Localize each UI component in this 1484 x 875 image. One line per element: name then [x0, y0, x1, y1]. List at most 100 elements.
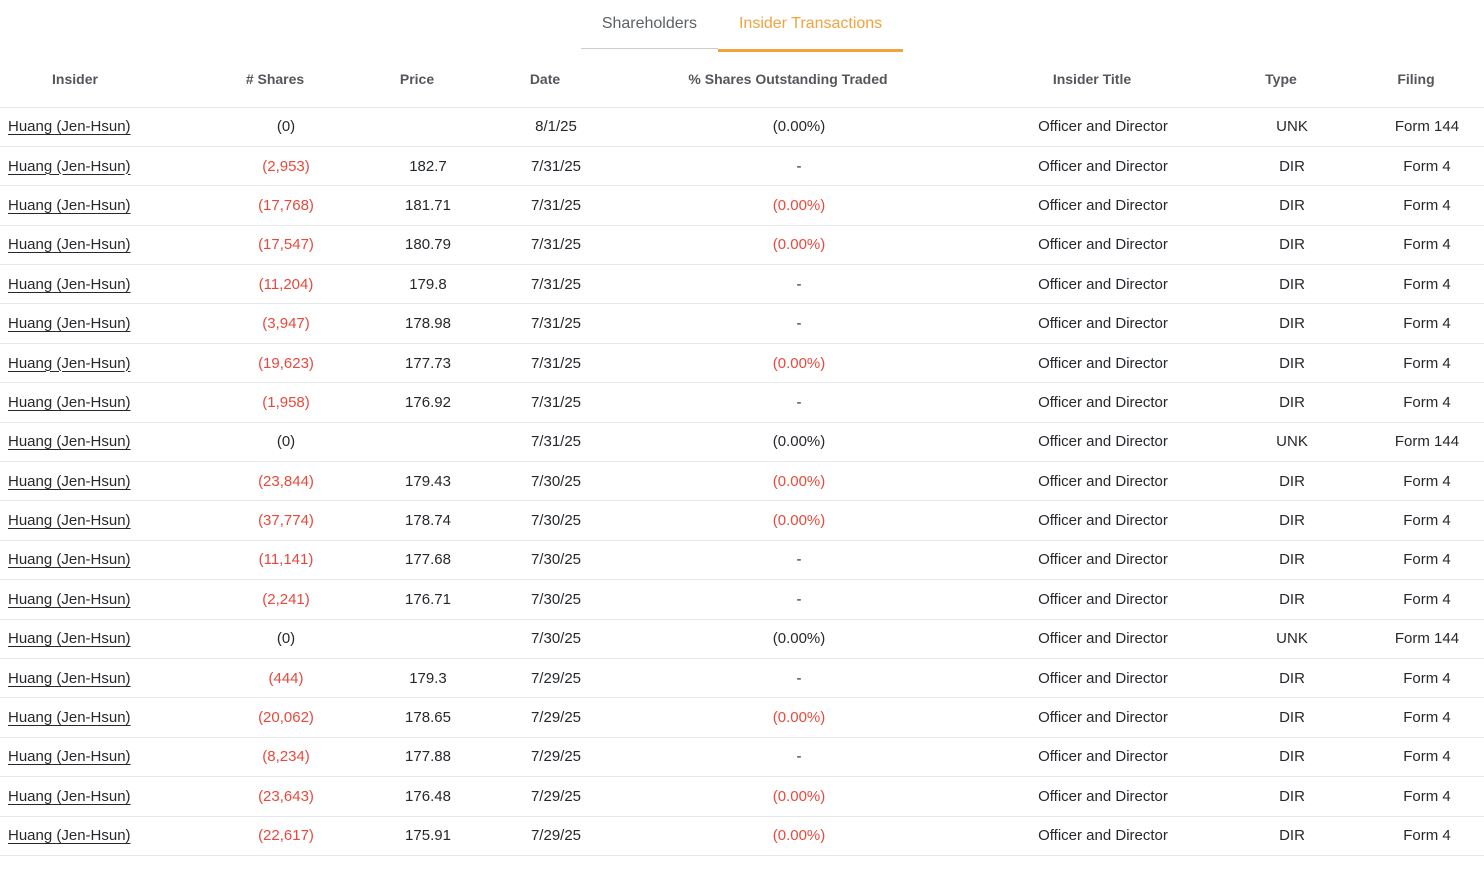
tab-insider-transactions[interactable]: Insider Transactions	[717, 0, 904, 52]
date-cell: 7/31/25	[506, 422, 606, 463]
insider-link[interactable]: Huang (Jen-Hsun)	[8, 433, 131, 451]
shares-cell: (2,241)	[222, 579, 350, 620]
price-cell: 178.65	[350, 697, 506, 738]
price-cell: 178.98	[350, 303, 506, 344]
shares-cell: (0)	[222, 619, 350, 659]
table-body: Huang (Jen-Hsun) (0) 8/1/25 (0.00%) Offi…	[0, 107, 1484, 856]
pct-shares-outstanding-traded-cell: -	[606, 382, 992, 423]
insider-link[interactable]: Huang (Jen-Hsun)	[8, 630, 131, 648]
price-cell: 182.7	[350, 146, 506, 187]
type-cell: DIR	[1214, 500, 1370, 541]
insider-title-cell: Officer and Director	[992, 461, 1214, 502]
pct-shares-outstanding-traded-cell: (0.00%)	[606, 422, 992, 463]
insider-title-cell: Officer and Director	[992, 619, 1214, 659]
pct-shares-outstanding-traded-cell: (0.00%)	[606, 619, 992, 659]
table-row: Huang (Jen-Hsun) (3,947) 178.98 7/31/25 …	[0, 303, 1484, 344]
insider-link[interactable]: Huang (Jen-Hsun)	[8, 551, 131, 569]
type-cell: DIR	[1214, 185, 1370, 226]
insider-link[interactable]: Huang (Jen-Hsun)	[8, 590, 131, 608]
table-row: Huang (Jen-Hsun) (17,768) 181.71 7/31/25…	[0, 185, 1484, 226]
insider-title-cell: Officer and Director	[992, 540, 1214, 581]
insider-title-cell: Officer and Director	[992, 382, 1214, 423]
pct-shares-outstanding-traded-cell: (0.00%)	[606, 343, 992, 384]
insider-title-cell: Officer and Director	[992, 776, 1214, 817]
shares-cell: (17,547)	[222, 225, 350, 266]
insider-link[interactable]: Huang (Jen-Hsun)	[8, 354, 131, 372]
insider-link[interactable]: Huang (Jen-Hsun)	[8, 827, 131, 845]
insider-cell: Huang (Jen-Hsun)	[0, 146, 222, 187]
table-row: Huang (Jen-Hsun) (23,844) 179.43 7/30/25…	[0, 461, 1484, 502]
pct-shares-outstanding-traded-cell: (0.00%)	[606, 697, 992, 738]
insider-link[interactable]: Huang (Jen-Hsun)	[8, 275, 131, 293]
date-cell: 7/31/25	[506, 146, 606, 187]
shares-cell: (23,643)	[222, 776, 350, 817]
insider-link[interactable]: Huang (Jen-Hsun)	[8, 512, 131, 530]
shares-cell: (0)	[222, 422, 350, 463]
filing-cell: Form 4	[1370, 658, 1484, 699]
table-row: Huang (Jen-Hsun) (0) 7/31/25 (0.00%) Off…	[0, 422, 1484, 463]
filing-cell: Form 4	[1370, 264, 1484, 305]
price-cell: 176.92	[350, 382, 506, 423]
insider-link[interactable]: Huang (Jen-Hsun)	[8, 393, 131, 411]
price-cell: 176.71	[350, 579, 506, 620]
shares-cell: (0)	[222, 107, 350, 147]
pct-shares-outstanding-traded-cell: (0.00%)	[606, 185, 992, 226]
column-header-date: Date	[506, 52, 606, 108]
insider-cell: Huang (Jen-Hsun)	[0, 579, 222, 620]
shares-cell: (8,234)	[222, 737, 350, 778]
insider-link[interactable]: Huang (Jen-Hsun)	[8, 472, 131, 490]
price-cell: 177.88	[350, 737, 506, 778]
filing-cell: Form 4	[1370, 540, 1484, 581]
date-cell: 7/30/25	[506, 619, 606, 659]
price-cell	[350, 619, 506, 659]
insider-title-cell: Officer and Director	[992, 422, 1214, 463]
type-cell: DIR	[1214, 776, 1370, 817]
tab-shareholders[interactable]: Shareholders	[581, 0, 718, 52]
filing-cell: Form 4	[1370, 816, 1484, 856]
date-cell: 7/30/25	[506, 540, 606, 581]
filing-cell: Form 4	[1370, 737, 1484, 778]
insider-title-cell: Officer and Director	[992, 658, 1214, 699]
shares-cell: (37,774)	[222, 500, 350, 541]
date-cell: 7/29/25	[506, 776, 606, 817]
filing-cell: Form 144	[1370, 107, 1484, 147]
insider-title-cell: Officer and Director	[992, 146, 1214, 187]
pct-shares-outstanding-traded-cell: -	[606, 579, 992, 620]
type-cell: UNK	[1214, 619, 1370, 659]
shares-cell: (20,062)	[222, 697, 350, 738]
insider-cell: Huang (Jen-Hsun)	[0, 776, 222, 817]
type-cell: DIR	[1214, 737, 1370, 778]
filing-cell: Form 144	[1370, 619, 1484, 659]
table-row: Huang (Jen-Hsun) (19,623) 177.73 7/31/25…	[0, 343, 1484, 384]
insider-cell: Huang (Jen-Hsun)	[0, 107, 222, 147]
insider-link[interactable]: Huang (Jen-Hsun)	[8, 787, 131, 805]
insider-link[interactable]: Huang (Jen-Hsun)	[8, 236, 131, 254]
table-row: Huang (Jen-Hsun) (2,953) 182.7 7/31/25 -…	[0, 146, 1484, 187]
insider-link[interactable]: Huang (Jen-Hsun)	[8, 118, 131, 136]
date-cell: 7/31/25	[506, 303, 606, 344]
pct-shares-outstanding-traded-cell: -	[606, 658, 992, 699]
filing-cell: Form 4	[1370, 776, 1484, 817]
insider-link[interactable]: Huang (Jen-Hsun)	[8, 748, 131, 766]
insider-title-cell: Officer and Director	[992, 185, 1214, 226]
date-cell: 7/29/25	[506, 658, 606, 699]
insider-cell: Huang (Jen-Hsun)	[0, 225, 222, 266]
table-row: Huang (Jen-Hsun) (11,141) 177.68 7/30/25…	[0, 540, 1484, 581]
insider-title-cell: Officer and Director	[992, 579, 1214, 620]
insider-link[interactable]: Huang (Jen-Hsun)	[8, 196, 131, 214]
filing-cell: Form 4	[1370, 461, 1484, 502]
insider-link[interactable]: Huang (Jen-Hsun)	[8, 669, 131, 687]
table-row: Huang (Jen-Hsun) (8,234) 177.88 7/29/25 …	[0, 737, 1484, 778]
insider-cell: Huang (Jen-Hsun)	[0, 185, 222, 226]
shares-cell: (3,947)	[222, 303, 350, 344]
date-cell: 8/1/25	[506, 107, 606, 147]
shares-cell: (23,844)	[222, 461, 350, 502]
date-cell: 7/31/25	[506, 185, 606, 226]
date-cell: 7/30/25	[506, 579, 606, 620]
type-cell: UNK	[1214, 107, 1370, 147]
shares-cell: (22,617)	[222, 816, 350, 856]
pct-shares-outstanding-traded-cell: -	[606, 540, 992, 581]
insider-link[interactable]: Huang (Jen-Hsun)	[8, 157, 131, 175]
insider-link[interactable]: Huang (Jen-Hsun)	[8, 315, 131, 333]
insider-link[interactable]: Huang (Jen-Hsun)	[8, 709, 131, 727]
